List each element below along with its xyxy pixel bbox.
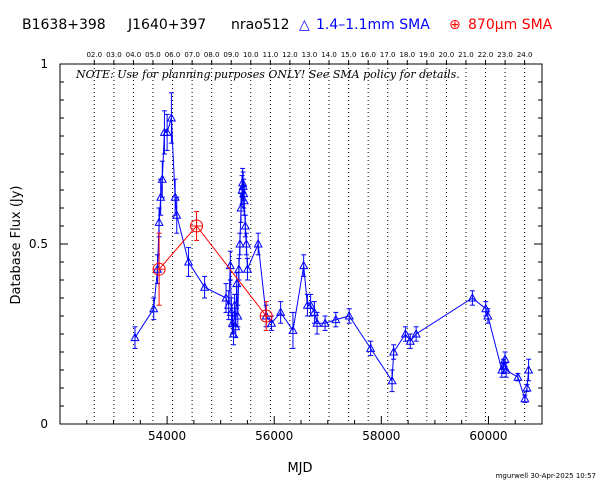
top-tick-label: 15.0 bbox=[341, 51, 357, 59]
top-tick-label: 06.0 bbox=[165, 51, 181, 59]
top-tick-label: 07.0 bbox=[184, 51, 200, 59]
data-point-triangle bbox=[467, 292, 478, 302]
data-point-triangle bbox=[235, 238, 245, 248]
axis-ticks: 02.0 03.0 04.0 05.0 06.0 07.0 08.0 09.0 10.0 11.0… bbox=[29, 51, 543, 443]
top-tick-label: 14.0 bbox=[321, 51, 337, 59]
top-tick-label: 16.0 bbox=[360, 51, 376, 59]
y-tick-label: 0 bbox=[40, 417, 48, 431]
top-tick-label: 22.0 bbox=[478, 51, 494, 59]
series-line bbox=[134, 117, 530, 401]
data-point-triangle bbox=[365, 343, 376, 352]
top-tick-label: 19.0 bbox=[419, 51, 435, 59]
data-point-triangle bbox=[513, 372, 523, 381]
top-tick-label: 02.0 bbox=[86, 51, 102, 59]
header-source-1: B1638+398 bbox=[22, 17, 106, 33]
top-tick-label: 05.0 bbox=[145, 51, 161, 59]
top-tick-label: 12.0 bbox=[282, 51, 298, 59]
top-tick-label: 13.0 bbox=[302, 51, 318, 59]
legend-blue-label: 1.4–1.1mm SMA bbox=[316, 17, 430, 33]
y-tick-label: 0.5 bbox=[29, 237, 48, 251]
data-point-triangle bbox=[149, 303, 159, 313]
data-point-triangle bbox=[389, 346, 399, 356]
data-point-triangle bbox=[331, 314, 341, 324]
legend-red-symbol: ⊕ bbox=[449, 17, 461, 33]
data-point-triangle bbox=[154, 217, 164, 226]
data-point-triangle bbox=[237, 177, 248, 187]
data-point-triangle bbox=[232, 278, 242, 288]
data-point-triangle bbox=[233, 310, 243, 320]
top-tick-label: 18.0 bbox=[399, 51, 415, 59]
data-series bbox=[130, 92, 534, 403]
data-point-triangle bbox=[234, 264, 244, 273]
data-point-triangle bbox=[240, 220, 250, 230]
data-point-triangle bbox=[405, 336, 415, 345]
data-point-triangle bbox=[239, 195, 249, 205]
header-source-2: J1640+397 bbox=[127, 17, 206, 33]
top-tick-label: 17.0 bbox=[380, 51, 396, 59]
data-point-triangle bbox=[166, 112, 177, 122]
data-point-triangle bbox=[522, 382, 532, 392]
header-source-3: nrao512 bbox=[231, 17, 290, 33]
data-point-triangle bbox=[157, 174, 167, 183]
plot-axes bbox=[59, 63, 543, 425]
data-point-triangle bbox=[199, 282, 210, 291]
top-tick-label: 23.0 bbox=[497, 51, 513, 59]
x-tick-label: 54000 bbox=[148, 429, 186, 443]
top-tick-label: 11.0 bbox=[263, 51, 279, 59]
legend-red-label: 870μm SMA bbox=[468, 17, 553, 33]
data-point-triangle bbox=[344, 310, 354, 320]
data-point-triangle bbox=[172, 210, 182, 219]
data-point-triangle bbox=[224, 300, 234, 309]
top-tick-label: 03.0 bbox=[106, 51, 122, 59]
data-point-triangle bbox=[312, 318, 322, 327]
plot-credit: mgurwell 30-Apr-2025 10:57 bbox=[496, 472, 596, 480]
top-tick-label: 24.0 bbox=[517, 51, 533, 59]
x-tick-label: 60000 bbox=[469, 429, 507, 443]
data-point-triangle bbox=[253, 238, 263, 248]
data-point-triangle bbox=[411, 328, 421, 338]
data-point-triangle bbox=[500, 354, 510, 363]
data-point-triangle bbox=[225, 260, 235, 270]
top-tick-label: 20.0 bbox=[439, 51, 455, 59]
data-point-triangle bbox=[320, 318, 330, 327]
data-point-triangle bbox=[400, 328, 411, 338]
data-point-triangle bbox=[288, 325, 298, 334]
top-tick-label: 21.0 bbox=[458, 51, 474, 59]
data-point-triangle bbox=[183, 256, 194, 266]
top-tick-label: 10.0 bbox=[243, 51, 259, 59]
data-point-triangle bbox=[387, 375, 397, 385]
data-point-triangle bbox=[162, 127, 172, 136]
data-point-triangle bbox=[276, 307, 286, 316]
data-point-triangle bbox=[483, 310, 493, 320]
data-point-triangle bbox=[523, 364, 534, 374]
x-tick-label: 58000 bbox=[362, 429, 400, 443]
data-point-triangle bbox=[221, 292, 231, 302]
data-point-triangle bbox=[305, 300, 316, 309]
plot-frame bbox=[59, 63, 543, 425]
data-point-triangle bbox=[299, 260, 309, 270]
x-tick-label: 56000 bbox=[255, 429, 293, 443]
top-tick-label: 09.0 bbox=[223, 51, 239, 59]
top-tick-label: 08.0 bbox=[204, 51, 220, 59]
data-point-triangle bbox=[239, 188, 249, 198]
data-point-triangle bbox=[242, 264, 253, 273]
y-tick-label: 1 bbox=[40, 57, 48, 71]
data-point-triangle bbox=[520, 393, 530, 403]
x-axis-label: MJD bbox=[287, 461, 312, 476]
top-tick-label: 04.0 bbox=[126, 51, 142, 59]
y-axis-label: Database Flux (Jy) bbox=[9, 186, 24, 305]
legend-blue-symbol: △ bbox=[299, 17, 310, 33]
data-point-triangle bbox=[501, 364, 511, 374]
data-point-triangle bbox=[130, 332, 140, 342]
planning-note: NOTE: Use for planning purposes ONLY! Se… bbox=[75, 68, 460, 81]
data-point-triangle bbox=[241, 238, 252, 248]
data-point-triangle bbox=[266, 318, 277, 327]
